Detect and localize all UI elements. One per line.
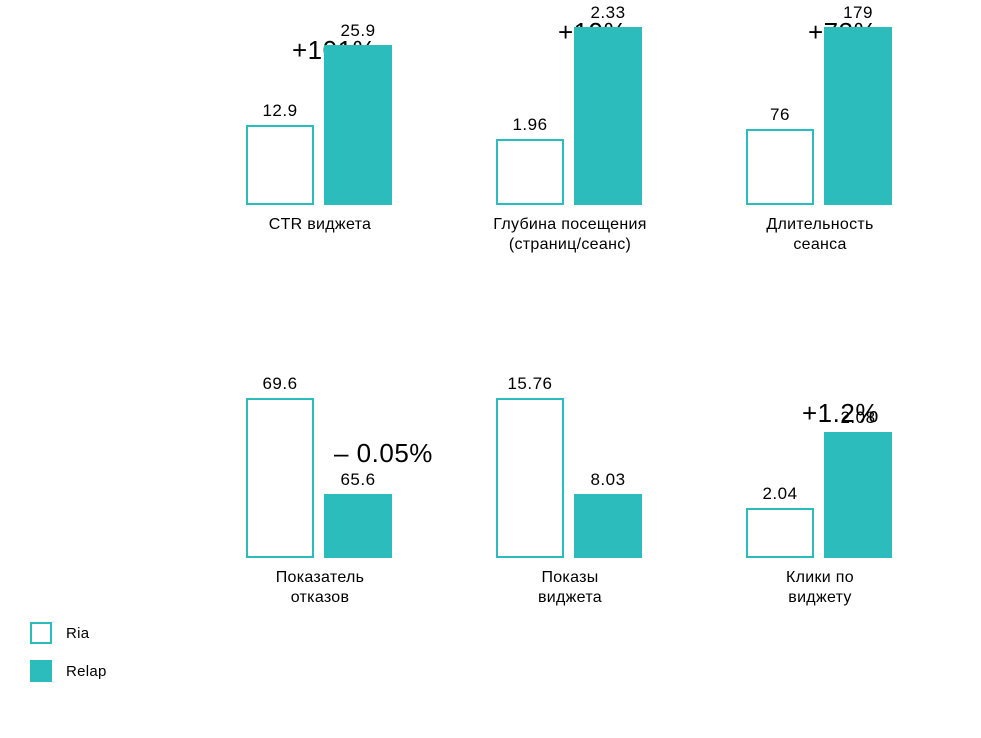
bar-relap	[574, 494, 642, 558]
metrics-comparison-page: +101%12.925.9 CTR виджета +19%1.962.33 Глуб…	[0, 0, 981, 738]
bar-value-label: 25.9	[324, 21, 392, 41]
change-label: – 0.05%	[334, 438, 433, 469]
bar-relap	[324, 494, 392, 558]
bar-area: +101%12.925.9	[210, 35, 430, 205]
bar-value-label: 12.9	[246, 101, 314, 121]
bar-area: +19%1.962.33	[460, 35, 680, 205]
bar-ria	[746, 508, 814, 558]
legend-item-relap: Relap	[30, 660, 107, 682]
chart-caption: Показательотказов	[210, 568, 430, 608]
legend-item-ria: Ria	[30, 622, 107, 644]
bar-value-label: 8.03	[574, 470, 642, 490]
legend-swatch-relap	[30, 660, 52, 682]
bar-relap	[324, 45, 392, 205]
chart-caption: CTR виджета	[210, 215, 430, 235]
chart-depth: +19%1.962.33 Глубина посещения(страниц/се…	[460, 35, 680, 255]
chart-impressions: 15.768.03 Показывиджета	[460, 388, 680, 608]
chart-caption: Показывиджета	[460, 568, 680, 608]
chart-caption: Клики повиджету	[710, 568, 930, 608]
bar-value-label: 2.08	[824, 408, 892, 428]
bar-relap	[824, 432, 892, 558]
legend: Ria Relap	[30, 622, 107, 698]
bar-ria	[496, 139, 564, 205]
bar-ria	[746, 129, 814, 205]
bar-area: 15.768.03	[460, 388, 680, 558]
legend-label-ria: Ria	[66, 625, 89, 642]
bar-value-label: 65.6	[324, 470, 392, 490]
chart-bounce: – 0.05%69.665.6 Показательотказов	[210, 388, 430, 608]
chart-duration: +73%76179 Длительностьсеанса	[710, 35, 930, 255]
bar-value-label: 179	[824, 3, 892, 23]
bar-relap	[824, 27, 892, 205]
bar-value-label: 15.76	[496, 374, 564, 394]
legend-swatch-ria	[30, 622, 52, 644]
chart-caption: Глубина посещения(страниц/сеанс)	[460, 215, 680, 255]
bar-relap	[574, 27, 642, 205]
bar-area: +1.2%2.042.08	[710, 388, 930, 558]
legend-label-relap: Relap	[66, 663, 107, 680]
chart-clicks: +1.2%2.042.08Клики повиджету	[710, 388, 930, 608]
bar-value-label: 2.33	[574, 3, 642, 23]
bar-value-label: 76	[746, 105, 814, 125]
bar-ria	[246, 125, 314, 205]
chart-caption: Длительностьсеанса	[710, 215, 930, 255]
chart-ctr: +101%12.925.9 CTR виджета	[210, 35, 430, 235]
bar-value-label: 2.04	[746, 484, 814, 504]
bar-value-label: 69.6	[246, 374, 314, 394]
bar-area: – 0.05%69.665.6	[210, 388, 430, 558]
bar-ria	[246, 398, 314, 558]
bar-area: +73%76179	[710, 35, 930, 205]
bar-value-label: 1.96	[496, 115, 564, 135]
bar-ria	[496, 398, 564, 558]
